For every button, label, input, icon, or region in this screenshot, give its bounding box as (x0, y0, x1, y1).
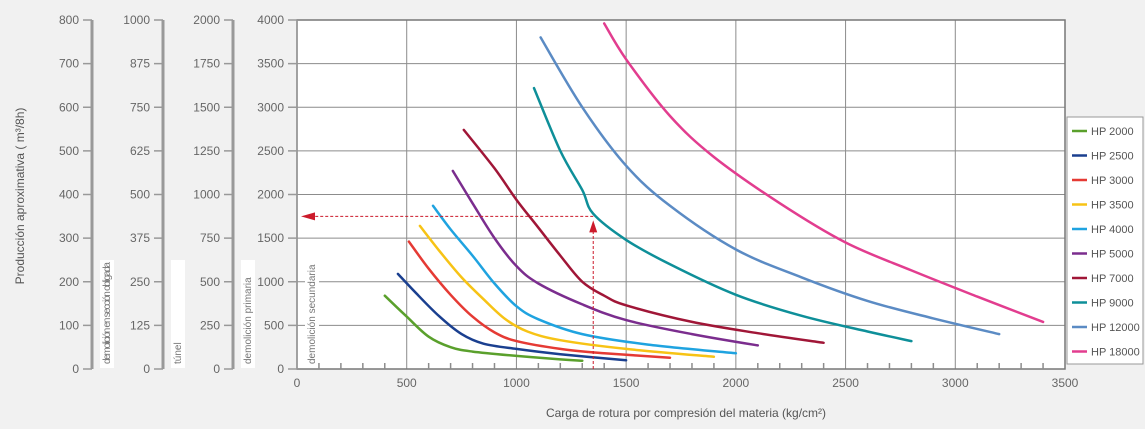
y-tick-label: 750 (130, 100, 150, 114)
x-tick-label: 500 (397, 376, 417, 390)
y-tick-label: 125 (130, 318, 150, 332)
section-label: túnel (173, 342, 184, 364)
legend-label: HP 9000 (1091, 298, 1134, 310)
y-tick-label: 1000 (257, 275, 284, 289)
y-tick-label: 1000 (193, 188, 220, 202)
grid (297, 20, 1065, 369)
annotation-arrow-up (589, 220, 598, 233)
y-tick-label: 500 (264, 318, 284, 332)
x-tick-label: 2000 (723, 376, 750, 390)
y-axis-title: Producción aproximativa ( m³/8h) (13, 108, 27, 285)
y-tick-label: 250 (130, 275, 150, 289)
legend-label: HP 4000 (1091, 224, 1134, 236)
y-tick-label: 2000 (257, 188, 284, 202)
y-tick-label: 500 (59, 144, 79, 158)
series-line (462, 128, 825, 345)
y-tick-label: 0 (143, 362, 150, 376)
series-line (407, 240, 672, 359)
annotation-arrow-left (301, 212, 315, 221)
legend: HP 2000 HP 2500 HP 3000 HP 3500 HP 4000 HP 50… (1066, 116, 1144, 365)
y-tick-label: 300 (59, 231, 79, 245)
legend-label: HP 12000 (1091, 322, 1140, 334)
y-tick-label: 1500 (193, 100, 220, 114)
y-tick-label: 3500 (257, 57, 284, 71)
x-tick-label: 3000 (942, 376, 969, 390)
y-tick-label: 2500 (257, 144, 284, 158)
section-label: demolición primaria (243, 277, 254, 364)
legend-label: HP 3500 (1091, 200, 1134, 212)
y-tick-label: 625 (130, 144, 150, 158)
series-line (539, 36, 1001, 336)
y-tick-label: 0 (72, 362, 79, 376)
y-tick-label: 250 (200, 318, 220, 332)
section-label: demolición secundaria (307, 264, 318, 364)
y-tick-label: 700 (59, 57, 79, 71)
y-tick-label: 500 (200, 275, 220, 289)
x-axis: 0 500 1000 1500 2000 2500 3000 3500 (294, 363, 1079, 390)
x-tick-label: 2500 (832, 376, 859, 390)
series-line (396, 272, 628, 362)
y-tick-label: 200 (59, 275, 79, 289)
y-tick-label: 1750 (193, 57, 220, 71)
y-tick-label: 0 (277, 362, 284, 376)
section-label-box (305, 260, 319, 368)
x-tick-label: 1500 (613, 376, 640, 390)
legend-label: HP 3000 (1091, 175, 1134, 187)
legend-label: HP 2000 (1091, 126, 1134, 138)
x-tick-label: 0 (294, 376, 301, 390)
series-line (418, 224, 716, 359)
x-tick-label: 1000 (503, 376, 530, 390)
section-label-box (171, 260, 185, 368)
series-line (602, 22, 1045, 324)
series-line (383, 294, 584, 362)
section-label-box (241, 260, 255, 368)
y-tick-label: 1250 (193, 144, 220, 158)
legend-box (1066, 116, 1144, 365)
section-label-box (100, 260, 114, 368)
y-tick-label: 0 (213, 362, 220, 376)
section-label: demolición en sección obligada (102, 262, 113, 364)
series-line (431, 204, 738, 355)
y-tick-label: 100 (59, 318, 79, 332)
series-line (451, 169, 760, 347)
y-tick-label: 3000 (257, 100, 284, 114)
annotation (301, 212, 598, 369)
series-line (532, 86, 913, 343)
y-tick-label: 375 (130, 231, 150, 245)
y-tick-label: 4000 (257, 13, 284, 27)
y-tick-label: 600 (59, 100, 79, 114)
y-axes: 0 100 200 300 400 500 600 700 800 demolición en s… (59, 13, 319, 376)
y-tick-label: 400 (59, 188, 79, 202)
legend-label: HP 2500 (1091, 151, 1134, 163)
legend-label: HP 18000 (1091, 347, 1140, 359)
series-lines (383, 22, 1045, 362)
y-tick-label: 750 (200, 231, 220, 245)
y-tick-label: 2000 (193, 13, 220, 27)
legend-label: HP 5000 (1091, 249, 1134, 261)
y-tick-label: 1500 (257, 231, 284, 245)
x-tick-label: 3500 (1052, 376, 1079, 390)
y-tick-label: 1000 (123, 13, 150, 27)
legend-label: HP 7000 (1091, 273, 1134, 285)
y-tick-label: 500 (130, 188, 150, 202)
x-axis-title: Carga de rotura por compresión del mater… (546, 406, 826, 420)
y-tick-label: 875 (130, 57, 150, 71)
y-tick-label: 800 (59, 13, 79, 27)
